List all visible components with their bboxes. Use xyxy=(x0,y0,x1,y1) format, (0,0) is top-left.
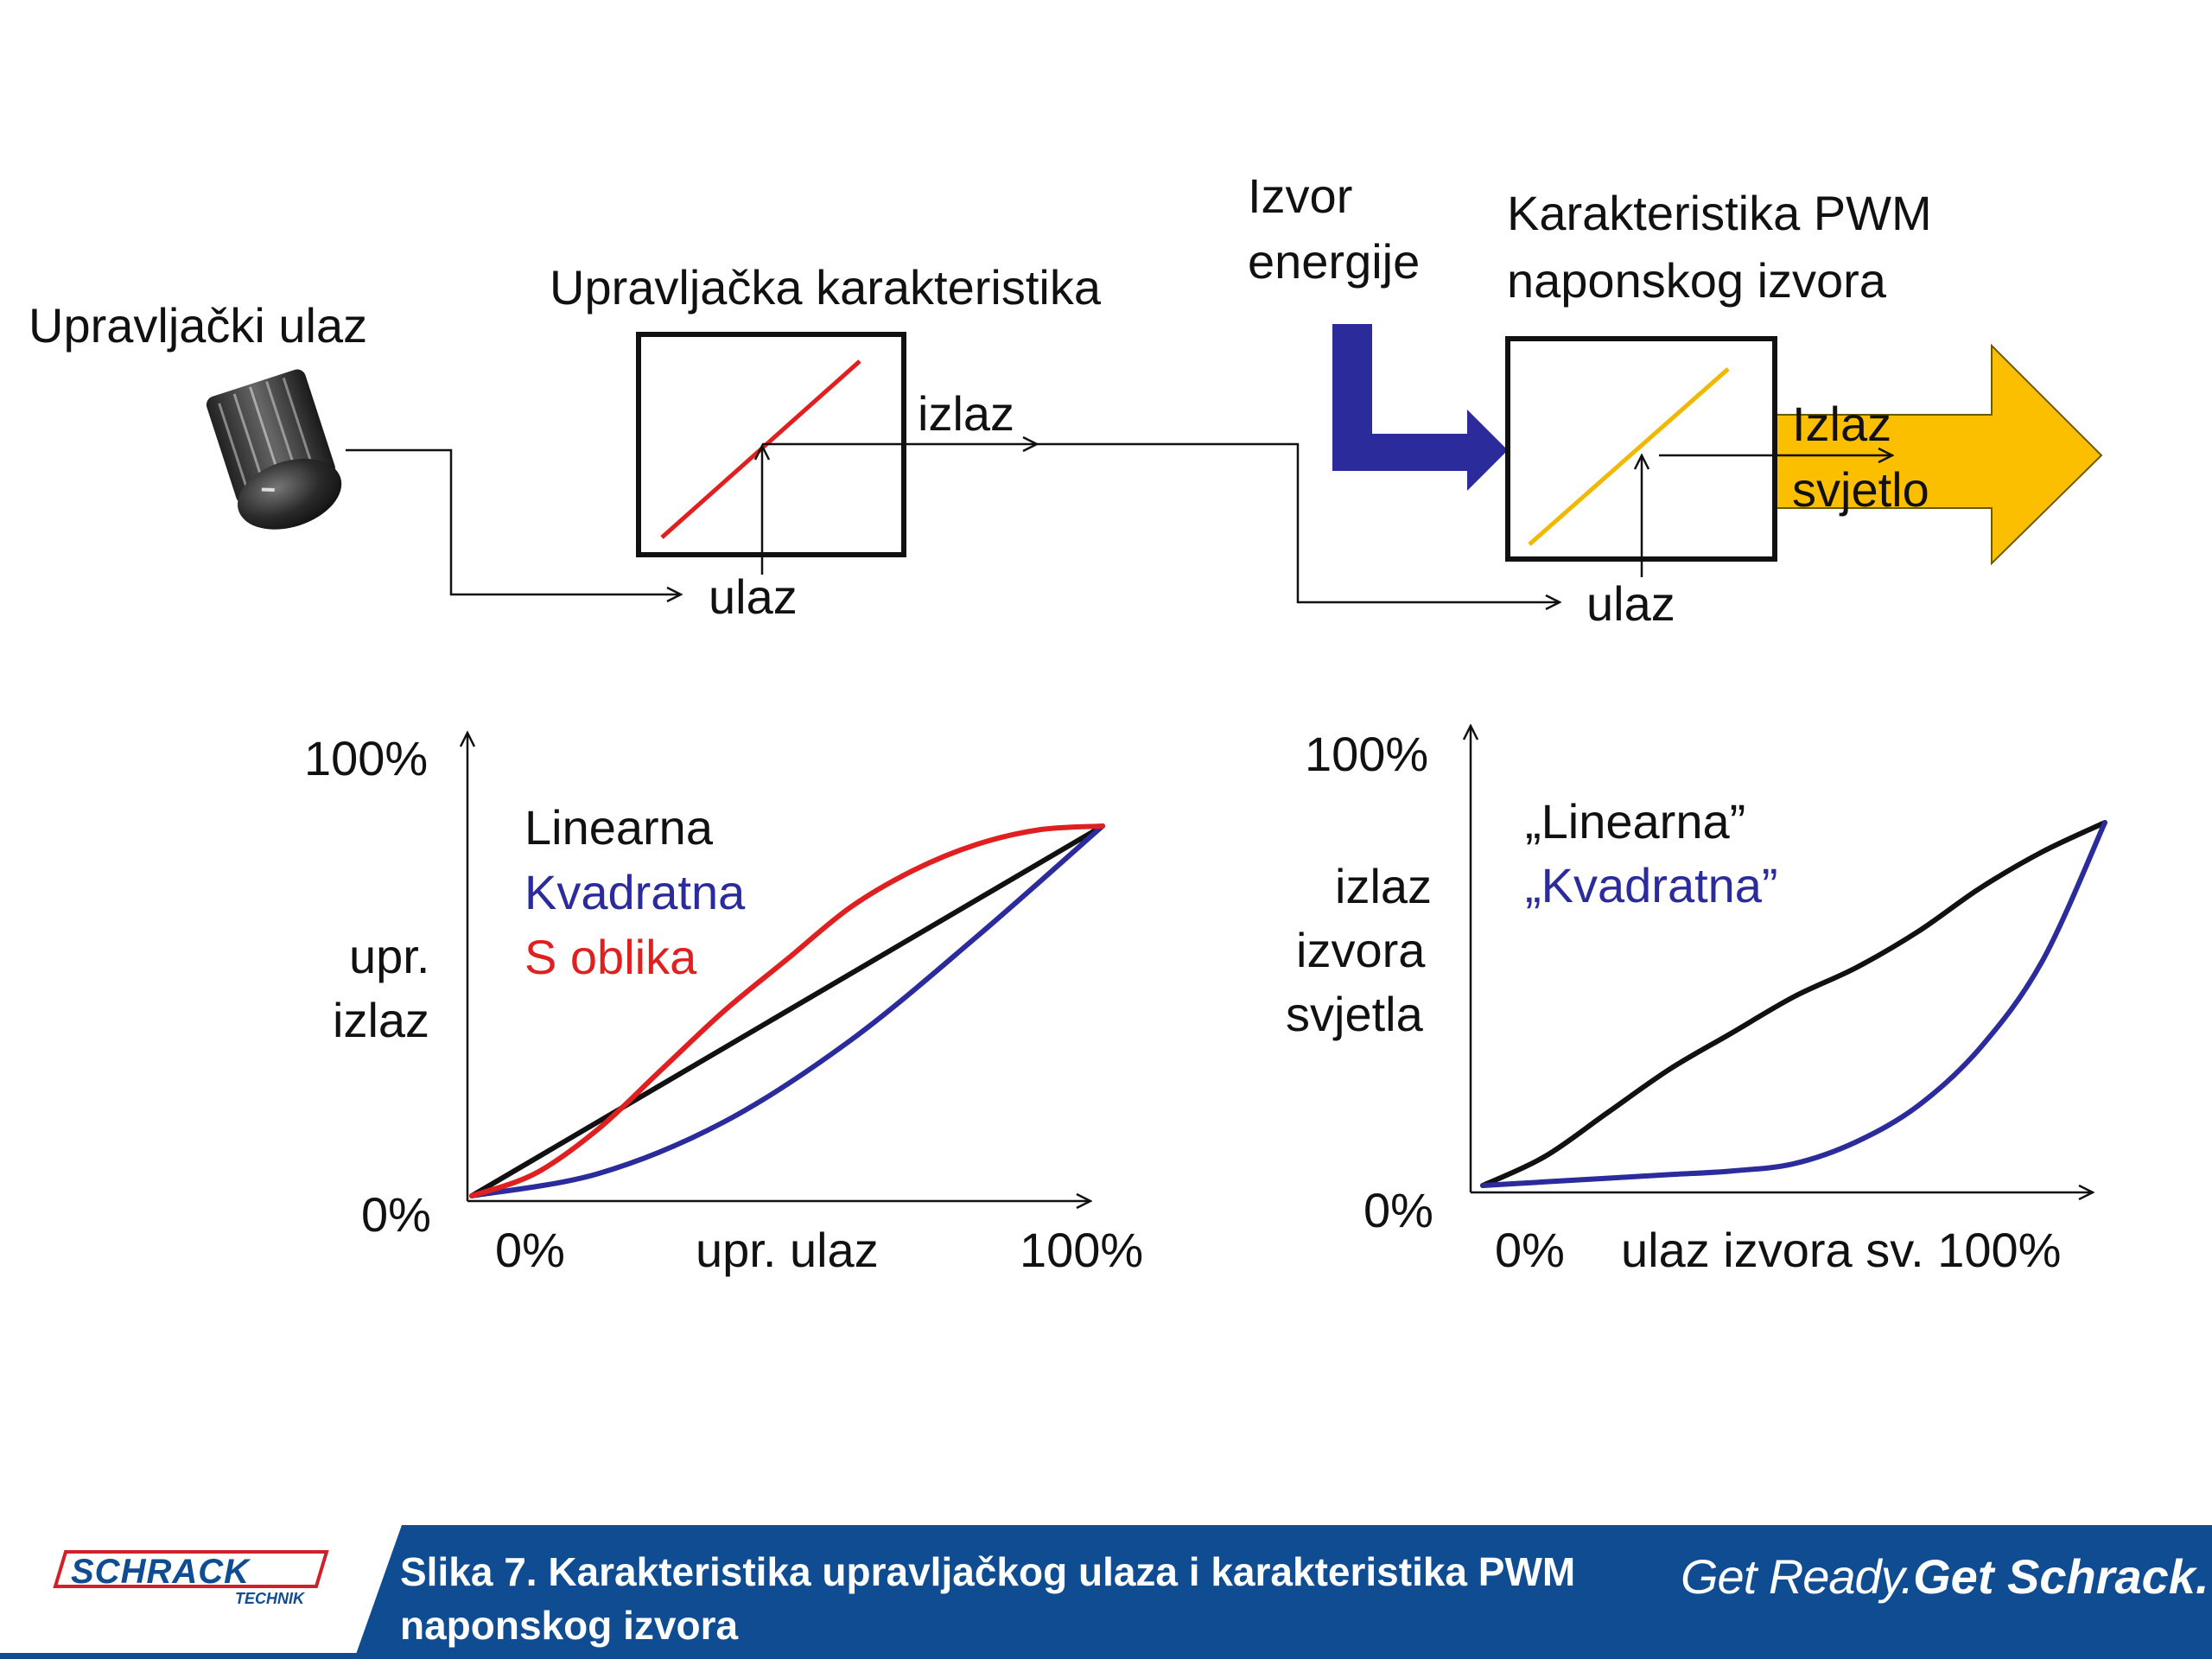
tagline-bold: Get Schrack. xyxy=(1913,1549,2209,1604)
left-chart-x-left-label: 0% xyxy=(495,1223,565,1277)
pwm-output-label-line2: svjetlo xyxy=(1792,462,1929,517)
logo-subtext: TECHNIK xyxy=(235,1590,306,1607)
right-chart-x-left-label: 0% xyxy=(1495,1223,1565,1277)
left-chart-y-label-line1: upr. xyxy=(349,929,429,983)
knob-label: Upravljački ulaz xyxy=(29,298,367,353)
right-chart-series-1 xyxy=(1480,820,2107,1188)
right-chart-y-bottom-label: 0% xyxy=(1363,1183,1433,1237)
right-legend-quadratic: „Kvadratna” xyxy=(1525,858,1778,912)
control-block-title: Upravljačka karakteristika xyxy=(550,260,1102,315)
left-chart-y-label-line2: izlaz xyxy=(333,993,429,1047)
knob-wire xyxy=(346,448,681,594)
left-chart-x-right-label: 100% xyxy=(1020,1223,1143,1277)
output-arrow-icon xyxy=(1770,343,2103,566)
schrack-logo: SCHRACK TECHNIK xyxy=(50,1545,335,1614)
footer-bar xyxy=(0,1525,2212,1659)
energy-label-line2: energije xyxy=(1248,234,1420,289)
right-chart-y-label-line2: izvora xyxy=(1296,923,1426,977)
right-chart-y-top-label: 100% xyxy=(1305,727,1428,781)
tagline-light: Get Ready. xyxy=(1681,1549,1914,1604)
logo-text: SCHRACK xyxy=(71,1553,251,1591)
pwm-characteristic-line xyxy=(1528,367,1730,546)
right-chart-series-0 xyxy=(1480,820,2107,1188)
pwm-output-label-line1: Izlaz xyxy=(1792,397,1891,451)
left-chart-y-bottom-label: 0% xyxy=(361,1187,431,1242)
left-chart-series-0 xyxy=(469,823,1105,1198)
left-chart-y-top-label: 100% xyxy=(304,731,428,785)
left-chart-x-label: upr. ulaz xyxy=(696,1223,879,1277)
left-legend-quadratic: Kvadratna xyxy=(524,865,746,919)
figure-caption: Slika 7. Karakteristika upravljačkog ula… xyxy=(400,1549,1576,1648)
energy-arrow-icon xyxy=(1332,324,1508,491)
control-input-label: ulaz xyxy=(709,569,798,624)
brand-tagline: Get Ready.Get Schrack. xyxy=(1681,1548,2209,1605)
right-chart-y-label-line1: izlaz xyxy=(1335,859,1432,913)
left-chart-series-2 xyxy=(469,823,1105,1198)
right-chart: 100% 0% 0% ulaz izvora sv. 100% izlaz iz… xyxy=(1286,726,2107,1277)
left-legend-s-shape: S oblika xyxy=(524,930,697,984)
control-characteristic-line xyxy=(660,359,861,539)
pwm-block-title-line2: naponskog izvora xyxy=(1507,253,1887,308)
right-legend-linear: „Linearna” xyxy=(1525,794,1745,849)
knob-icon xyxy=(206,369,342,530)
inter-block-wire xyxy=(1037,442,1560,602)
control-output-label: izlaz xyxy=(918,386,1014,441)
right-chart-x-label: ulaz izvora sv. 100% xyxy=(1621,1223,2061,1277)
pwm-block-title-line1: Karakteristika PWM xyxy=(1507,186,1932,240)
right-chart-y-label-line3: svjetla xyxy=(1286,987,1424,1041)
pwm-input-label: ulaz xyxy=(1586,576,1675,631)
left-chart-series-1 xyxy=(469,823,1105,1198)
energy-label-line1: Izvor xyxy=(1248,168,1352,223)
left-legend-linear: Linearna xyxy=(524,800,714,855)
left-chart: 100% 0% 0% upr. ulaz 100% upr. izlaz Lin… xyxy=(304,731,1143,1277)
